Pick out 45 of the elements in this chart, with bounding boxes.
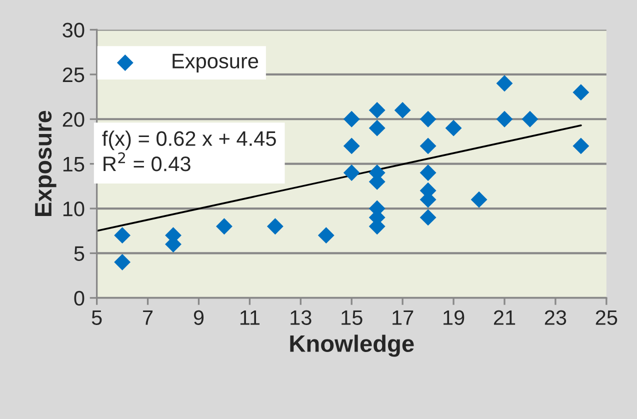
x-tick-label: 17 — [392, 310, 414, 325]
point — [496, 75, 513, 92]
x-tick-label: 21 — [494, 310, 516, 325]
point — [572, 84, 590, 101]
point — [343, 138, 360, 154]
point — [394, 102, 411, 118]
legend-label: Exposure — [172, 54, 258, 73]
point — [496, 110, 513, 128]
x-tick-label: 19 — [444, 310, 464, 326]
point — [420, 164, 436, 181]
y-axis-title: Exposure — [35, 110, 56, 216]
point — [266, 218, 284, 235]
x-tick-label: 15 — [342, 310, 362, 326]
y-tick-label: 0 — [74, 290, 84, 306]
y-tick-label: 30 — [62, 22, 84, 38]
point — [114, 227, 131, 244]
point — [114, 254, 131, 270]
point — [420, 138, 436, 154]
point — [368, 120, 386, 136]
point — [522, 110, 538, 128]
y-tick-label: 5 — [74, 246, 84, 261]
point — [470, 191, 488, 208]
x-tick-label: 23 — [544, 310, 566, 326]
annotation: R$^{2}$ = 0.43 — [104, 152, 190, 172]
annotation: f(x) = 0.62 x + 4.45 — [102, 130, 276, 150]
x-tick-label: 9 — [194, 310, 204, 326]
point — [216, 218, 232, 235]
y-tick-label: 25 — [62, 67, 84, 82]
x-tick-label: 13 — [290, 310, 312, 326]
point — [318, 227, 334, 244]
point — [343, 164, 360, 181]
point — [572, 138, 590, 154]
y-tick-label: 20 — [62, 112, 84, 127]
point — [445, 120, 462, 136]
point — [368, 102, 386, 118]
x-tick-label: 25 — [596, 310, 618, 326]
y-tick-label: 15 — [63, 157, 84, 172]
point — [343, 110, 360, 128]
x-tick-label: 7 — [143, 310, 153, 325]
y-tick-label: 10 — [63, 202, 84, 216]
x-axis-title: Knowledge — [290, 334, 414, 357]
point — [420, 110, 436, 128]
x-tick-label: 11 — [240, 310, 260, 325]
x-tick-label: 5 — [92, 310, 102, 326]
point — [420, 209, 436, 226]
